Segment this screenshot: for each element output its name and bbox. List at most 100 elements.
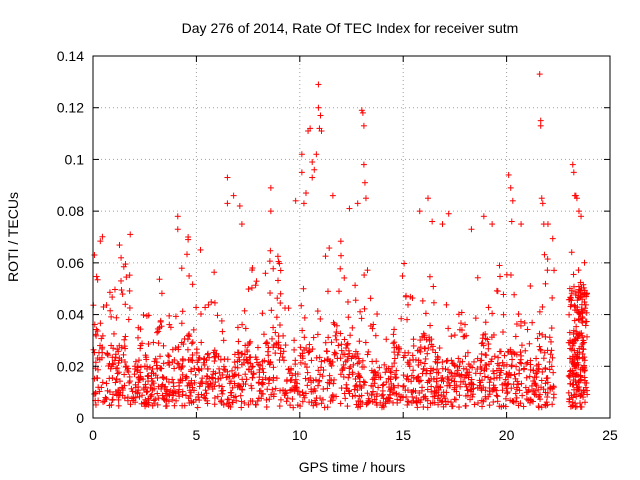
- data-point: [419, 297, 426, 304]
- data-point: [436, 345, 443, 352]
- data-point: [428, 388, 435, 395]
- data-point: [172, 313, 179, 320]
- data-point: [142, 381, 149, 388]
- data-point: [277, 300, 284, 307]
- data-point: [544, 267, 551, 274]
- data-point: [211, 299, 218, 306]
- data-point: [94, 366, 101, 373]
- data-point: [486, 402, 493, 409]
- data-point: [229, 384, 236, 391]
- data-point: [420, 365, 427, 372]
- data-point: [110, 391, 117, 398]
- data-point: [208, 298, 215, 305]
- data-point: [263, 403, 270, 410]
- data-point: [337, 400, 344, 407]
- data-point: [581, 399, 588, 406]
- data-point: [259, 365, 266, 372]
- data-point: [282, 342, 289, 349]
- data-point: [429, 399, 436, 406]
- data-point: [161, 396, 168, 403]
- data-point: [268, 307, 275, 314]
- data-point: [100, 303, 107, 310]
- data-point: [511, 291, 518, 298]
- data-point: [372, 332, 379, 339]
- data-point: [184, 251, 191, 258]
- data-point: [375, 384, 382, 391]
- data-point: [482, 319, 489, 326]
- data-point: [388, 380, 395, 387]
- data-point: [259, 381, 266, 388]
- data-point: [104, 387, 111, 394]
- data-point: [243, 376, 250, 383]
- data-point: [337, 330, 344, 337]
- data-point: [402, 387, 409, 394]
- data-point: [241, 351, 248, 358]
- data-point: [90, 346, 97, 353]
- data-point: [391, 339, 398, 346]
- data-point: [290, 404, 297, 411]
- data-point: [193, 349, 200, 356]
- data-point: [318, 358, 325, 365]
- data-point: [420, 404, 427, 411]
- data-point: [356, 359, 363, 366]
- data-point: [440, 403, 447, 410]
- data-point: [516, 367, 523, 374]
- data-point: [549, 401, 556, 408]
- data-point: [242, 371, 249, 378]
- data-point: [346, 350, 353, 357]
- data-point: [567, 345, 574, 352]
- data-point: [143, 389, 150, 396]
- data-point: [123, 274, 130, 281]
- data-point: [462, 353, 469, 360]
- data-point: [459, 358, 466, 365]
- data-point: [103, 302, 110, 309]
- data-point: [299, 327, 306, 334]
- data-point: [182, 392, 189, 399]
- data-point: [446, 369, 453, 376]
- data-point: [201, 361, 208, 368]
- data-point: [140, 385, 147, 392]
- data-point: [502, 395, 509, 402]
- data-point: [219, 371, 226, 378]
- data-point: [212, 354, 219, 361]
- data-point: [142, 396, 149, 403]
- data-point: [196, 383, 203, 390]
- data-point: [232, 364, 239, 371]
- data-point: [193, 304, 200, 311]
- data-point: [186, 272, 193, 279]
- data-point: [549, 235, 556, 242]
- data-point: [404, 398, 411, 405]
- data-point: [478, 350, 485, 357]
- data-point: [175, 360, 182, 367]
- data-point: [189, 384, 196, 391]
- data-point: [422, 355, 429, 362]
- data-point: [417, 337, 424, 344]
- data-point: [387, 376, 394, 383]
- data-point: [505, 374, 512, 381]
- data-point: [345, 353, 352, 360]
- data-point: [149, 365, 156, 372]
- data-point: [218, 387, 225, 394]
- data-point: [356, 338, 363, 345]
- data-point: [428, 341, 435, 348]
- data-point: [299, 389, 306, 396]
- data-point: [214, 393, 221, 400]
- data-point: [410, 342, 417, 349]
- data-point: [332, 332, 339, 339]
- data-point: [426, 378, 433, 385]
- data-point: [426, 273, 433, 280]
- data-point: [176, 386, 183, 393]
- data-point: [581, 259, 588, 266]
- data-point: [324, 385, 331, 392]
- data-point: [361, 272, 368, 279]
- data-point: [494, 288, 501, 295]
- data-point: [529, 319, 536, 326]
- data-point: [126, 378, 133, 385]
- data-point: [455, 355, 462, 362]
- data-point: [116, 342, 123, 349]
- data-point: [292, 361, 299, 368]
- data-point: [234, 358, 241, 365]
- data-point: [490, 368, 497, 375]
- data-point: [184, 346, 191, 353]
- data-point: [231, 351, 238, 358]
